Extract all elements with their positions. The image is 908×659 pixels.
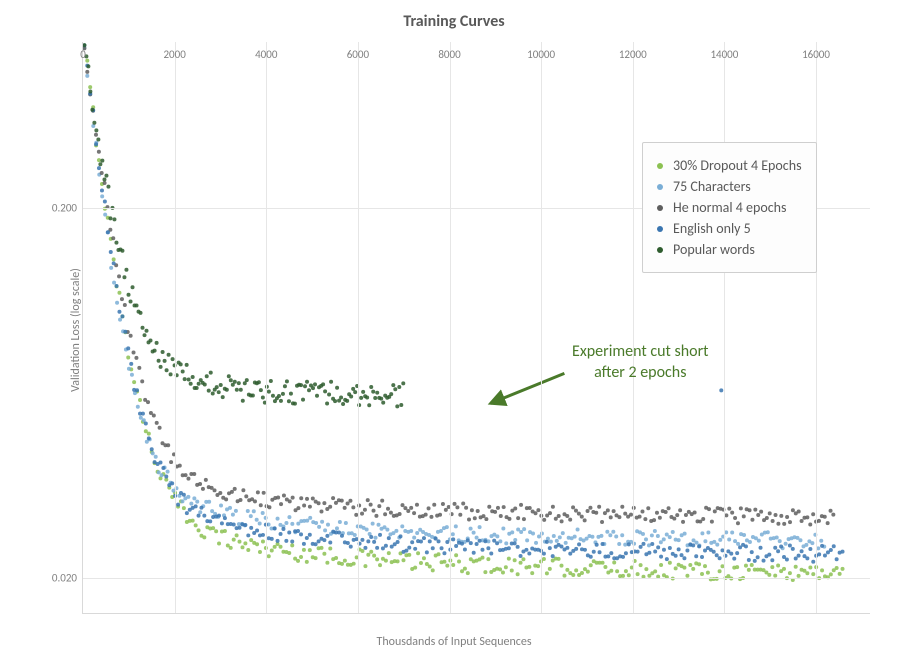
series-he-normal-4-epochs: [83, 46, 835, 526]
legend-row: 75 Characters: [657, 178, 802, 195]
gridline-h: [83, 578, 870, 579]
gridline-v: [541, 42, 542, 613]
gridline-v: [266, 42, 267, 613]
gridline-v: [724, 42, 725, 613]
ytick-label: 0.020: [33, 572, 77, 585]
plot-area: 02000400060008000100001200014000160000.0…: [82, 42, 870, 614]
xtick-label: 0: [80, 48, 86, 61]
gridline-v: [450, 42, 451, 613]
xtick-label: 10000: [527, 48, 555, 61]
legend-row: He normal 4 epochs: [657, 199, 802, 216]
legend-row: English only 5: [657, 220, 802, 237]
outlier-point: [719, 388, 723, 392]
legend-marker-icon: [657, 226, 663, 232]
legend-label: 30% Dropout 4 Epochs: [673, 157, 802, 174]
legend-label: English only 5: [673, 220, 751, 237]
annotation-line-2: after 2 epochs: [594, 363, 686, 382]
chart-title: Training Curves: [0, 12, 908, 31]
xtick-label: 14000: [710, 48, 738, 61]
annotation-text: Experiment cut short after 2 epochs: [572, 342, 709, 384]
ytick-label: 0.200: [33, 201, 77, 214]
legend-label: Popular words: [673, 241, 755, 258]
legend-marker-icon: [657, 205, 663, 211]
legend-label: He normal 4 epochs: [673, 199, 786, 216]
xtick-label: 12000: [619, 48, 647, 61]
xtick-label: 4000: [255, 48, 277, 61]
xtick-label: 2000: [163, 48, 185, 61]
y-axis-label: Validation Loss (log scale): [69, 268, 83, 392]
xtick-label: 16000: [802, 48, 830, 61]
gridline-v: [633, 42, 634, 613]
legend-marker-icon: [657, 247, 663, 253]
annotation-arrow: [490, 373, 564, 403]
training-curves-chart: Training Curves Validation Loss (log sca…: [0, 0, 908, 659]
gridline-v: [816, 42, 817, 613]
legend-marker-icon: [657, 163, 663, 169]
legend-row: Popular words: [657, 241, 802, 258]
xtick-label: 6000: [347, 48, 369, 61]
x-axis-label: Thousdands of Input Sequences: [0, 635, 908, 649]
legend: 30% Dropout 4 Epochs 75 Characters He norm…: [642, 142, 817, 273]
gridline-v: [175, 42, 176, 613]
gridline-v: [358, 42, 359, 613]
legend-row: 30% Dropout 4 Epochs: [657, 157, 802, 174]
xtick-label: 8000: [438, 48, 460, 61]
legend-label: 75 Characters: [673, 178, 751, 195]
scatter-svg: [83, 42, 870, 613]
annotation-line-1: Experiment cut short: [572, 342, 709, 361]
legend-marker-icon: [657, 184, 663, 190]
